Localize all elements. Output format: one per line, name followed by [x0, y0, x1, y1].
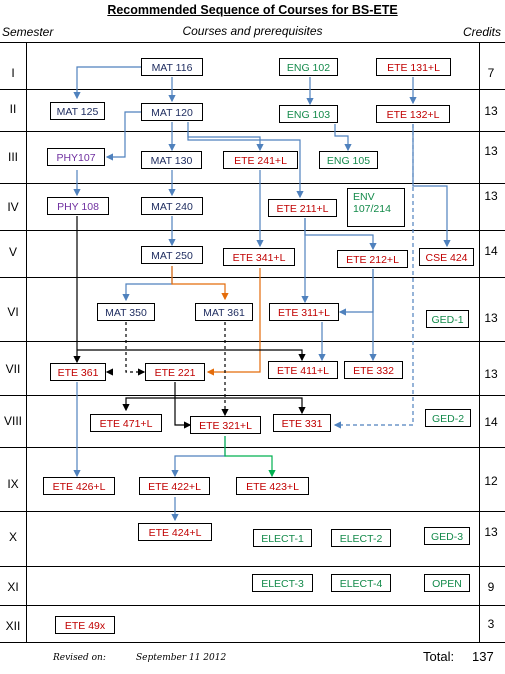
course-mat116: MAT 116 [141, 58, 203, 76]
course-ete311: ETE 311+L [269, 303, 339, 321]
course-mat130: MAT 130 [141, 151, 202, 169]
course-eng105: ENG 105 [319, 151, 378, 169]
grid-line [0, 277, 505, 278]
course-ete221: ETE 221 [145, 363, 205, 381]
course-ete411: ETE 411+L [268, 361, 338, 379]
course-eng102: ENG 102 [279, 58, 338, 76]
grid-line [0, 447, 505, 448]
credits-value: 9 [487, 580, 495, 594]
semester-label: III [7, 150, 18, 164]
credits-header: Credits [462, 25, 501, 39]
credits-value: 13 [484, 144, 498, 158]
course-phy108: PHY 108 [47, 197, 109, 215]
course-ete49x: ETE 49x [55, 616, 115, 634]
grid-line [0, 42, 505, 43]
semester-label: VIII [3, 414, 22, 428]
course-ete321: ETE 321+L [190, 416, 261, 434]
credits-value: 13 [484, 367, 498, 381]
course-ete361: ETE 361 [50, 363, 106, 381]
total-value: 137 [472, 649, 494, 664]
course-ged2: GED-2 [425, 409, 471, 427]
grid-line [0, 230, 505, 231]
course-mat120: MAT 120 [141, 103, 203, 121]
semester-label: XII [5, 619, 21, 633]
course-phy107: PHY107 [47, 148, 105, 166]
courses-header: Courses and prerequisites [182, 24, 323, 38]
course-mat361: MAT 361 [195, 303, 253, 321]
credits-value: 13 [484, 311, 498, 325]
course-open: OPEN [424, 574, 470, 592]
course-ete426: ETE 426+L [43, 477, 115, 495]
total-label: Total: [423, 649, 455, 664]
course-elect1: ELECT-1 [253, 529, 312, 547]
credits-value: 13 [484, 189, 498, 203]
page-title: Recommended Sequence of Courses for BS-E… [107, 3, 398, 17]
grid-line [0, 605, 505, 606]
course-ged1: GED-1 [426, 310, 469, 328]
course-mat250: MAT 250 [141, 246, 203, 264]
revised-label: Revised on: [53, 653, 106, 663]
semester-label: VI [7, 305, 19, 319]
grid-line [479, 42, 480, 642]
credits-value: 14 [484, 415, 498, 429]
revised-date: September 11 2012 [136, 653, 227, 663]
semester-label: XI [7, 580, 19, 594]
grid-line [0, 89, 505, 90]
course-ged3: GED-3 [424, 527, 470, 545]
course-ete212: ETE 212+L [337, 250, 408, 268]
semester-label: V [8, 245, 17, 259]
course-ete132: ETE 132+L [376, 105, 450, 123]
course-ete241: ETE 241+L [223, 151, 298, 169]
course-ete422: ETE 422+L [139, 477, 210, 495]
grid-line [0, 642, 505, 643]
course-ete331: ETE 331 [273, 414, 331, 432]
credits-value: 13 [484, 104, 498, 118]
semester-label: I [11, 66, 15, 80]
course-ete211: ETE 211+L [268, 199, 337, 217]
credits-value: 12 [484, 474, 498, 488]
credits-value: 3 [487, 617, 495, 631]
credits-value: 7 [487, 66, 495, 80]
course-ete131: ETE 131+L [376, 58, 451, 76]
grid-line [0, 131, 505, 132]
semester-label: VII [5, 362, 21, 376]
course-cse424: CSE 424 [419, 248, 474, 266]
credits-value: 14 [484, 244, 498, 258]
course-ete423: ETE 423+L [236, 477, 309, 495]
grid-line [0, 341, 505, 342]
course-ete471: ETE 471+L [90, 414, 162, 432]
course-mat240: MAT 240 [141, 197, 203, 215]
course-elect4: ELECT-4 [331, 574, 391, 592]
course-ete424: ETE 424+L [138, 523, 212, 541]
grid-line [0, 395, 505, 396]
course-elect3: ELECT-3 [252, 574, 313, 592]
course-elect2: ELECT-2 [331, 529, 391, 547]
course-ete332: ETE 332 [344, 361, 403, 379]
semester-label: II [9, 102, 17, 116]
grid-line [0, 183, 505, 184]
course-ete341: ETE 341+L [223, 248, 295, 266]
semester-label: IV [7, 200, 19, 214]
course-mat125: MAT 125 [50, 102, 105, 120]
grid-line [0, 511, 505, 512]
semester-label: IX [7, 477, 19, 491]
course-eng103: ENG 103 [279, 105, 338, 123]
grid-line [26, 42, 27, 642]
semester-header: Semester [2, 25, 54, 39]
credits-value: 13 [484, 525, 498, 539]
course-mat350: MAT 350 [97, 303, 155, 321]
semester-label: X [8, 530, 17, 544]
grid-line [0, 566, 505, 567]
course-env: ENV 107/214 [347, 188, 405, 227]
